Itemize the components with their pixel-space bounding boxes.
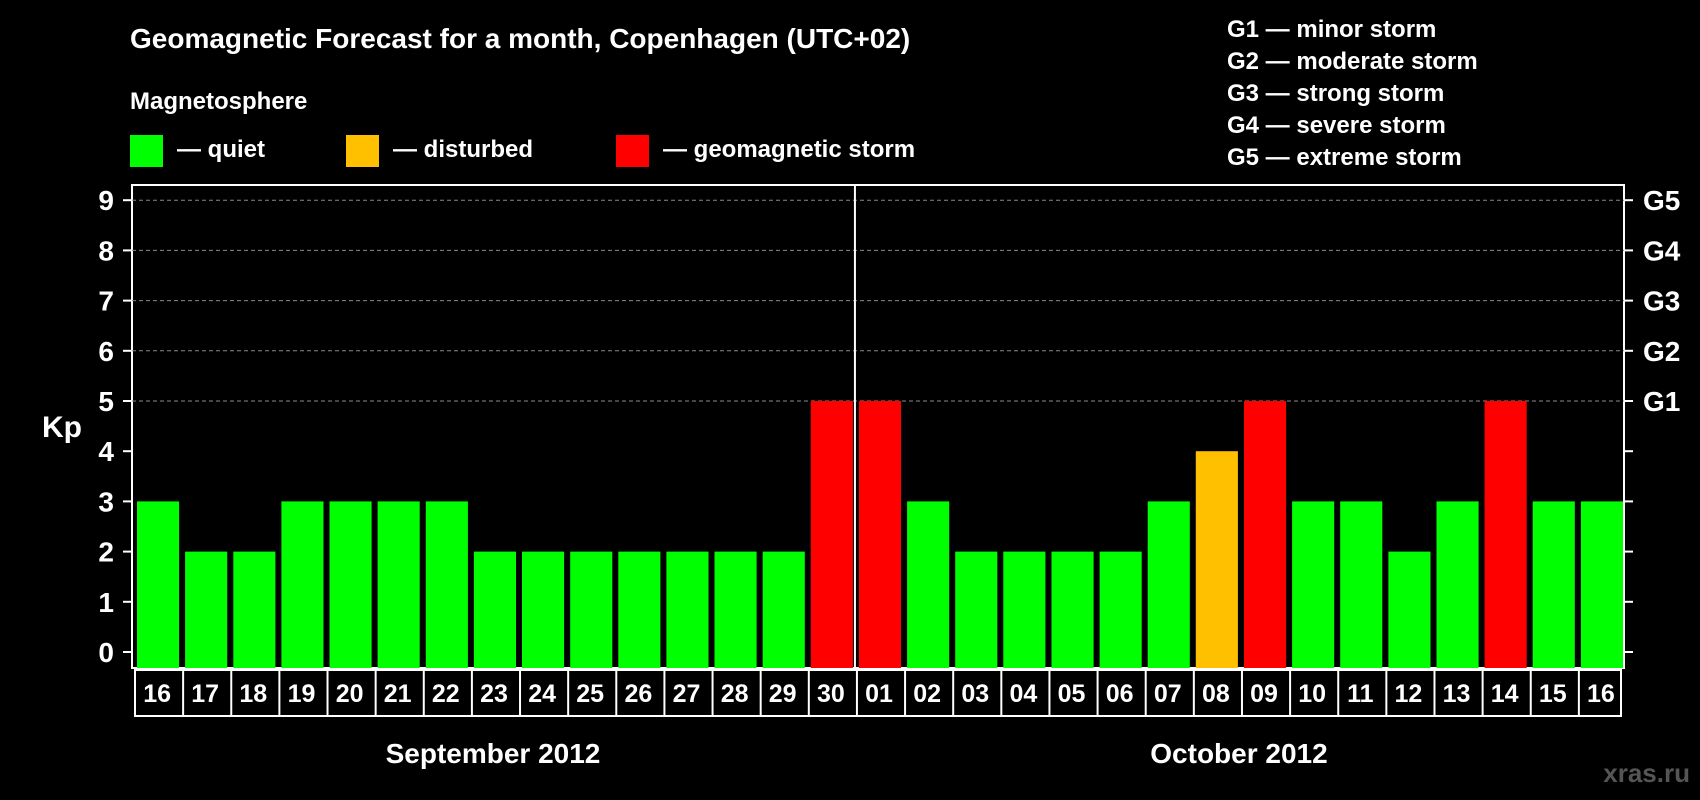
y-tick-label: 3 (98, 486, 114, 517)
x-tick-label: 12 (1394, 680, 1422, 708)
x-tick-label: 28 (721, 680, 749, 708)
x-tick-label: 05 (1058, 680, 1086, 708)
bar (618, 551, 661, 668)
storm-scale-item: G1 — minor storm (1227, 16, 1436, 43)
bar (1195, 451, 1238, 668)
bar (810, 401, 853, 668)
x-tick-label: 18 (239, 680, 267, 708)
x-tick-label: 20 (336, 680, 364, 708)
x-tick-label: 15 (1539, 680, 1567, 708)
bar (1580, 501, 1623, 668)
x-tick-label: 02 (913, 680, 941, 708)
x-tick-label: 22 (432, 680, 460, 708)
bar (858, 401, 901, 668)
legend-label: — quiet (177, 136, 265, 163)
x-tick-label: 23 (480, 680, 508, 708)
bar (473, 551, 516, 668)
bar (1340, 501, 1383, 668)
storm-scale-item: G5 — extreme storm (1227, 144, 1462, 171)
bar (1388, 551, 1431, 668)
legend-swatch (130, 135, 163, 167)
x-tick-label: 14 (1491, 680, 1519, 708)
bar (522, 551, 565, 668)
x-tick-label: 21 (384, 680, 412, 708)
right-tick-label: G1 (1643, 386, 1680, 417)
bar (762, 551, 805, 668)
x-tick-label: 10 (1298, 680, 1326, 708)
bar (1292, 501, 1335, 668)
x-tick-label: 19 (288, 680, 316, 708)
bar (955, 551, 998, 668)
legend-heading: Magnetosphere (130, 88, 307, 115)
x-tick-label: 09 (1250, 680, 1278, 708)
bar (137, 501, 180, 668)
x-tick-label: 06 (1106, 680, 1134, 708)
x-tick-label: 07 (1154, 680, 1182, 708)
bar (425, 501, 468, 668)
y-tick-label: 1 (98, 587, 114, 618)
bar (329, 501, 372, 668)
x-tick-label: 30 (817, 680, 845, 708)
legend-swatch (346, 135, 379, 167)
y-tick-label: 5 (98, 386, 114, 417)
bar (185, 551, 228, 668)
bar (377, 501, 420, 668)
y-tick-label: 6 (98, 336, 114, 367)
x-tick-label: 25 (576, 680, 604, 708)
x-tick-label: 16 (143, 680, 171, 708)
y-tick-label: 2 (98, 537, 114, 568)
x-tick-label: 08 (1202, 680, 1230, 708)
bar (1532, 501, 1575, 668)
bar (1244, 401, 1287, 668)
y-tick-label: 9 (98, 185, 114, 216)
y-axis-label: Kp (42, 411, 82, 444)
bar (1147, 501, 1190, 668)
bar (907, 501, 950, 668)
right-tick-label: G5 (1643, 185, 1680, 216)
storm-scale-item: G3 — strong storm (1227, 80, 1444, 107)
legend-swatch (616, 135, 649, 167)
x-tick-label: 03 (961, 680, 989, 708)
legend-label: — geomagnetic storm (663, 136, 915, 163)
month-label: September 2012 (386, 738, 601, 769)
right-tick-label: G2 (1643, 336, 1680, 367)
bar (281, 501, 324, 668)
storm-scale-item: G4 — severe storm (1227, 112, 1446, 139)
y-tick-label: 7 (98, 286, 114, 317)
storm-scale-item: G2 — moderate storm (1227, 48, 1478, 75)
watermark: xras.ru (1603, 758, 1690, 788)
chart-title: Geomagnetic Forecast for a month, Copenh… (130, 23, 910, 54)
legend: — quiet — disturbed — geomagnetic storm (130, 135, 915, 167)
y-tick-label: 8 (98, 235, 114, 266)
bar (1003, 551, 1046, 668)
bar (714, 551, 757, 668)
x-tick-label: 01 (865, 680, 893, 708)
x-tick-label: 13 (1443, 680, 1471, 708)
x-tick-label: 27 (673, 680, 701, 708)
bar (1099, 551, 1142, 668)
y-tick-label: 4 (98, 436, 114, 467)
legend-label: — disturbed (393, 136, 533, 163)
x-tick-label: 11 (1347, 680, 1374, 708)
storm-scale-list: G1 — minor storm G2 — moderate storm G3 — … (1227, 16, 1478, 171)
x-tick-label: 26 (624, 680, 652, 708)
right-tick-label: G3 (1643, 286, 1680, 317)
y-tick-label: 0 (98, 637, 114, 668)
x-tick-label: 17 (191, 680, 219, 708)
bar (1484, 401, 1527, 668)
bar (1051, 551, 1094, 668)
right-tick-label: G4 (1643, 235, 1681, 266)
x-tick-label: 16 (1587, 680, 1615, 708)
x-tick-label: 29 (769, 680, 797, 708)
x-tick-label: 24 (528, 680, 556, 708)
x-tick-label: 04 (1009, 680, 1037, 708)
bar (233, 551, 276, 668)
bar (1436, 501, 1479, 668)
day-label-frame (134, 669, 1622, 717)
month-label: October 2012 (1150, 738, 1327, 769)
bar (570, 551, 613, 668)
bar (666, 551, 709, 668)
